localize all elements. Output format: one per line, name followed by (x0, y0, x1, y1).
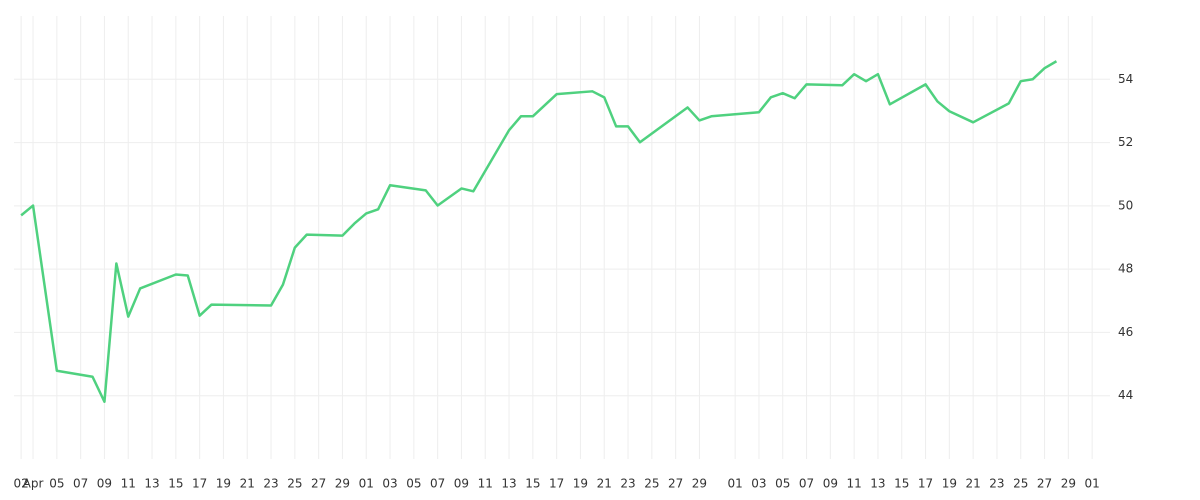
y-tick-label: 54 (1118, 72, 1133, 86)
x-tick-label: 05 (775, 477, 790, 491)
x-tick-label: 23 (620, 477, 635, 491)
x-tick-label: 13 (144, 477, 159, 491)
x-tick-label: 13 (870, 477, 885, 491)
x-tick-label: 27 (1037, 477, 1052, 491)
x-tick-label: 17 (192, 477, 207, 491)
x-tick-label: 21 (597, 477, 612, 491)
x-tick-label: 21 (966, 477, 981, 491)
x-tick-label: 19 (942, 477, 957, 491)
x-tick-label: 01 (359, 477, 374, 491)
y-tick-label: 44 (1118, 388, 1133, 402)
x-tick-label: 25 (1013, 477, 1028, 491)
x-tick-label: 17 (549, 477, 564, 491)
x-tick-label: 01 (728, 477, 743, 491)
x-tick-label: 27 (668, 477, 683, 491)
x-tick-label: 25 (287, 477, 302, 491)
x-tick-label: 03 (751, 477, 766, 491)
x-tick-label: 07 (73, 477, 88, 491)
y-tick-label: 48 (1118, 262, 1133, 276)
x-tick-label: 13 (501, 477, 516, 491)
x-tick-label: 11 (121, 477, 136, 491)
price-line (20, 60, 1058, 403)
x-tick-label: 23 (989, 477, 1004, 491)
x-tick-label: 09 (454, 477, 469, 491)
x-tick-label: 15 (894, 477, 909, 491)
x-tick-label: 09 (97, 477, 112, 491)
x-tick-label: 19 (216, 477, 231, 491)
x-tick-label: 29 (1061, 477, 1076, 491)
x-tick-label: 27 (311, 477, 326, 491)
x-tick-label: 23 (263, 477, 278, 491)
x-tick-label: 11 (478, 477, 493, 491)
y-tick-label: 46 (1118, 325, 1133, 339)
x-tick-label: 07 (799, 477, 814, 491)
x-tick-label: 01 (1085, 477, 1100, 491)
x-tick-label: 05 (406, 477, 421, 491)
y-tick-label: 52 (1118, 135, 1133, 149)
x-tick-label: 25 (644, 477, 659, 491)
x-tick-label: 17 (918, 477, 933, 491)
y-tick-label: 50 (1118, 198, 1133, 212)
x-tick-label: 11 (847, 477, 862, 491)
x-tick-label: 15 (168, 477, 183, 491)
x-tick-label: 21 (240, 477, 255, 491)
x-tick-label: 09 (823, 477, 838, 491)
x-tick-label: 29 (335, 477, 350, 491)
x-tick-label: 03 (382, 477, 397, 491)
x-tick-label: 07 (430, 477, 445, 491)
x-tick-label: 05 (49, 477, 64, 491)
x-tick-label: 19 (573, 477, 588, 491)
x-tick-label: 02 (13, 477, 28, 491)
x-tick-label: Apr (23, 477, 44, 491)
x-tick-label: 15 (525, 477, 540, 491)
x-tick-label: 29 (692, 477, 707, 491)
